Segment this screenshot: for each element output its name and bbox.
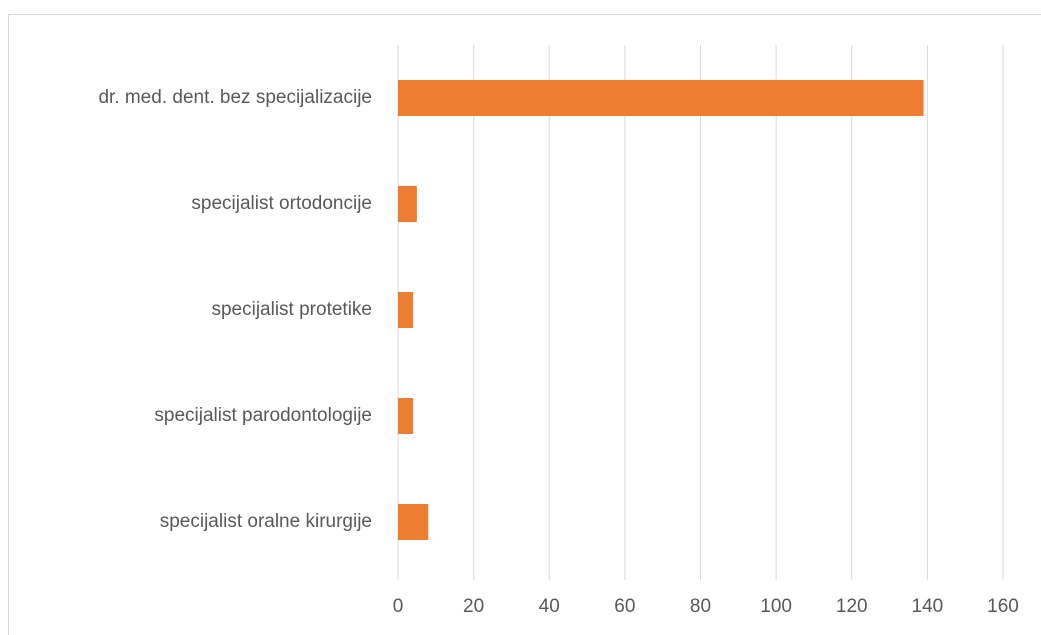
x-tick-label: 140 (912, 596, 944, 617)
bar (398, 80, 924, 116)
y-tick-label: dr. med. dent. bez specijalizacije (98, 87, 372, 108)
y-tick-label: specijalist protetike (211, 299, 372, 320)
bar (398, 504, 429, 540)
bar (398, 398, 414, 434)
x-tick-label: 20 (463, 596, 484, 617)
x-tick-label: 160 (987, 596, 1019, 617)
x-tick-label: 80 (690, 596, 711, 617)
x-tick-label: 120 (836, 596, 868, 617)
x-tick-label: 40 (539, 596, 560, 617)
chart-frame (8, 14, 1041, 635)
y-tick-label: specijalist oralne kirurgije (160, 511, 372, 532)
x-tick-label: 0 (393, 596, 404, 617)
x-tick-label: 100 (760, 596, 792, 617)
bar (398, 292, 414, 328)
bar (398, 186, 417, 222)
y-tick-label: specijalist ortodoncije (191, 193, 372, 214)
y-tick-label: specijalist parodontologije (154, 405, 372, 426)
x-tick-label: 60 (614, 596, 635, 617)
